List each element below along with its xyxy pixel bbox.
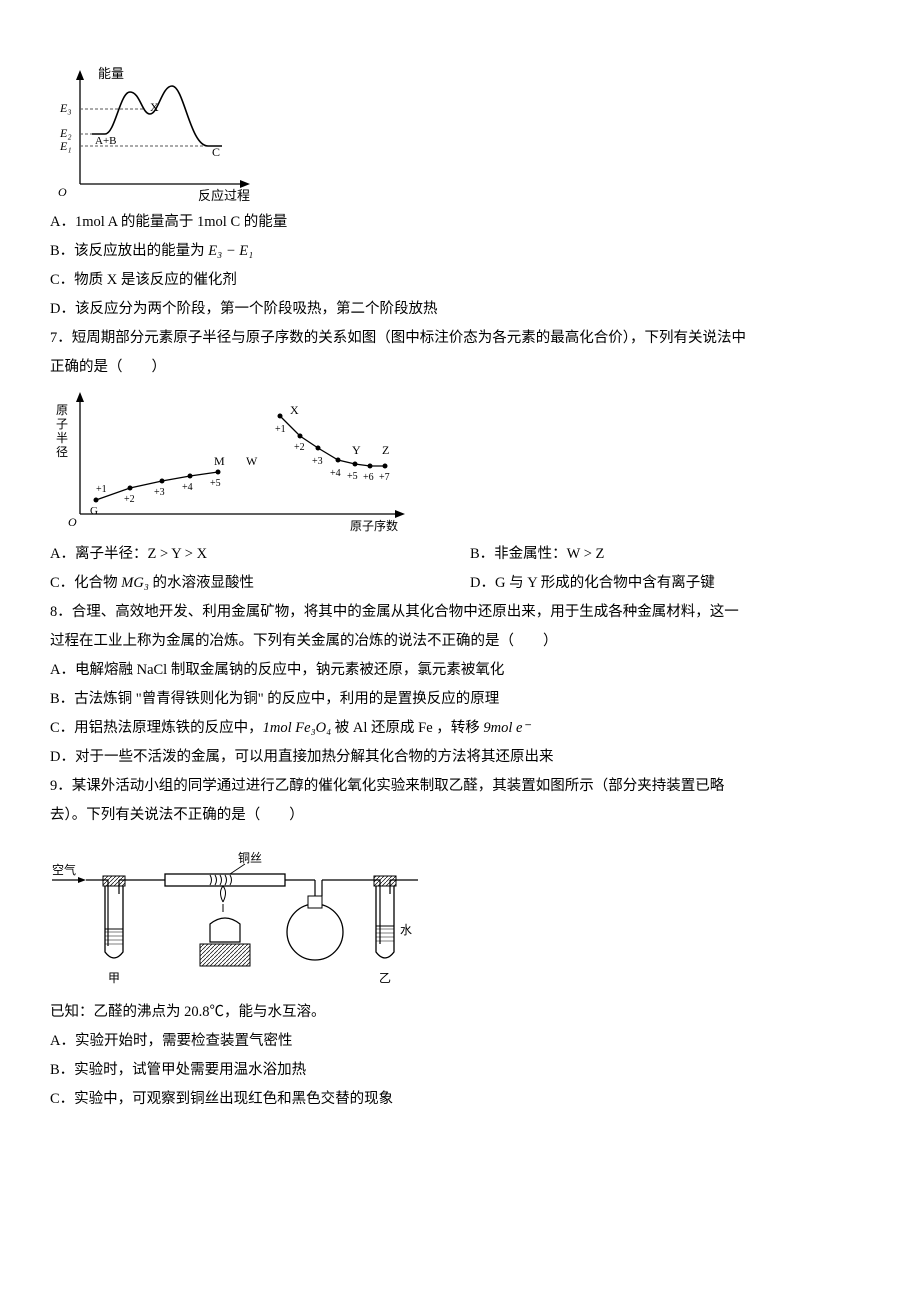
svg-text:+3: +3	[312, 456, 323, 467]
svg-text:半: 半	[56, 431, 68, 445]
svg-text:+7: +7	[379, 472, 390, 483]
svg-text:O: O	[58, 185, 67, 199]
q8-stem-1: 8．合理、高效地开发、利用金属矿物，将其中的金属从其化合物中还原出来，用于生成各…	[50, 598, 870, 627]
q9-apparatus-diagram: 空气 甲 铜丝 水 乙	[50, 834, 870, 994]
q7-opt-c: C．化合物 MG₃ 的水溶液显酸性	[50, 569, 430, 598]
y-axis-label: 能量	[98, 66, 124, 81]
q8-stem-2: 过程在工业上称为金属的冶炼。下列有关金属的冶炼的说法不正确的是（ ）	[50, 627, 870, 656]
q7-opt-d: D．G 与 Y 形成的化合物中含有离子键	[470, 569, 715, 598]
svg-text:Z: Z	[382, 443, 389, 457]
svg-text:G: G	[90, 505, 98, 517]
svg-text:甲: 甲	[108, 971, 120, 985]
svg-text:X: X	[150, 100, 159, 114]
svg-text:A+B: A+B	[95, 135, 116, 147]
q6-energy-diagram: 能量 反应过程 E₃ E₂ E₁ A+B X C O	[50, 64, 870, 204]
svg-text:径: 径	[56, 445, 68, 459]
q9-stem-1: 9．某课外活动小组的同学通过进行乙醇的催化氧化实验来制取乙醛，其装置如图所示（部…	[50, 772, 870, 801]
svg-text:+4: +4	[182, 482, 193, 493]
svg-text:M: M	[214, 454, 225, 468]
svg-text:C: C	[212, 145, 220, 159]
svg-text:E₂: E₂	[59, 126, 72, 140]
svg-text:+4: +4	[330, 468, 341, 479]
q8-opt-a: A．电解熔融 NaCl 制取金属钠的反应中，钠元素被还原，氯元素被氧化	[50, 656, 870, 685]
svg-text:子: 子	[56, 417, 68, 431]
q7-stem-1: 7．短周期部分元素原子半径与原子序数的关系如图（图中标注价态为各元素的最高化合价…	[50, 324, 870, 353]
svg-text:+1: +1	[275, 424, 286, 435]
svg-text:空气: 空气	[52, 862, 76, 877]
svg-text:+5: +5	[347, 471, 358, 482]
x-axis-label: 反应过程	[198, 188, 250, 203]
q7-stem-2: 正确的是（ ）	[50, 353, 870, 382]
q8-opt-c: C．用铝热法原理炼铁的反应中，1mol Fe₃O₄ 被 Al 还原成 Fe ，转…	[50, 714, 870, 743]
svg-text:原: 原	[56, 403, 68, 417]
q9-stem-2: 去）。下列有关说法不正确的是（ ）	[50, 801, 870, 830]
svg-text:E₃: E₃	[59, 101, 72, 115]
q9-opt-b: B．实验时，试管甲处需要用温水浴加热	[50, 1056, 870, 1085]
svg-text:水: 水	[400, 923, 412, 937]
q6-opt-d: D．该反应分为两个阶段，第一个阶段吸热，第二个阶段放热	[50, 295, 870, 324]
svg-text:E₁: E₁	[59, 139, 72, 153]
svg-text:X: X	[290, 403, 299, 417]
q7-radius-diagram: 原 子 半 径 原子序数 O G +1 +2 +3 +4 +5 M W X +1 +…	[50, 386, 870, 536]
svg-text:+2: +2	[294, 442, 305, 453]
svg-text:O: O	[68, 515, 77, 529]
svg-text:+3: +3	[154, 487, 165, 498]
svg-text:Y: Y	[352, 443, 361, 457]
q6-opt-c: C．物质 X 是该反应的催化剂	[50, 266, 870, 295]
svg-text:铜丝: 铜丝	[238, 850, 262, 865]
svg-text:+2: +2	[124, 494, 135, 505]
q7-opt-b: B．非金属性：W > Z	[470, 540, 604, 569]
svg-text:W: W	[246, 454, 258, 468]
svg-text:+1: +1	[96, 484, 107, 495]
q6-opt-a: A．1mol A 的能量高于 1mol C 的能量	[50, 208, 870, 237]
q8-opt-b: B．古法炼铜 "曾青得铁则化为铜" 的反应中，利用的是置换反应的原理	[50, 685, 870, 714]
q9-opt-c: C．实验中，可观察到铜丝出现红色和黑色交替的现象	[50, 1085, 870, 1114]
q6-opt-b: B．该反应放出的能量为 E₃ − E₁	[50, 237, 870, 266]
q9-note: 已知：乙醛的沸点为 20.8℃，能与水互溶。	[50, 998, 870, 1027]
q7-opt-a: A．离子半径：Z > Y > X	[50, 540, 430, 569]
svg-text:+6: +6	[363, 472, 374, 483]
svg-text:乙: 乙	[379, 971, 391, 985]
q9-opt-a: A．实验开始时，需要检查装置气密性	[50, 1027, 870, 1056]
q8-opt-d: D．对于一些不活泼的金属，可以用直接加热分解其化合物的方法将其还原出来	[50, 743, 870, 772]
svg-text:原子序数: 原子序数	[350, 518, 398, 533]
svg-text:+5: +5	[210, 478, 221, 489]
